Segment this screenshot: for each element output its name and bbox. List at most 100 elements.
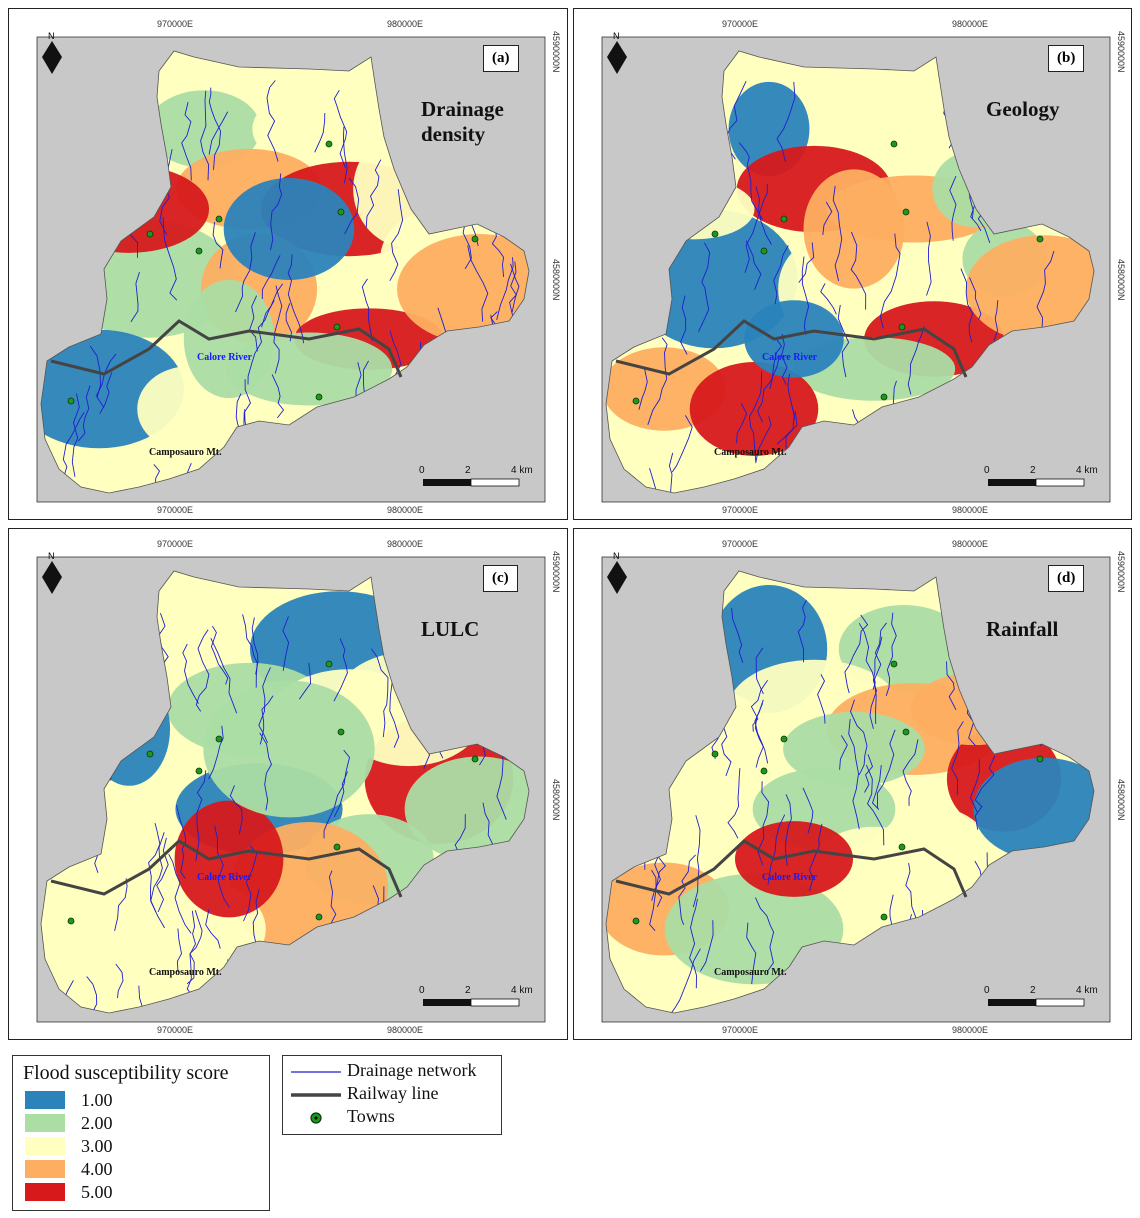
town-marker xyxy=(337,728,345,736)
drainage-stream xyxy=(114,878,128,932)
drainage-stream xyxy=(755,647,764,695)
susceptibility-zone-1 xyxy=(223,178,355,280)
susceptibility-zone-2 xyxy=(183,279,275,399)
drainage-stream xyxy=(692,815,701,908)
town-marker xyxy=(711,750,719,758)
town-marker xyxy=(333,843,341,851)
drainage-stream xyxy=(736,403,747,444)
legend-label-5: 5.00 xyxy=(81,1181,113,1202)
drainage-stream xyxy=(738,142,764,220)
map-frame xyxy=(601,556,1111,1023)
town-marker xyxy=(67,917,75,925)
drainage-stream xyxy=(850,699,868,775)
panel-title: Rainfall xyxy=(986,617,1059,641)
drainage-stream xyxy=(210,638,238,714)
scale-bar-light xyxy=(470,478,520,487)
y-coord-mid: 4580000N xyxy=(1116,259,1126,301)
scale-bar-light xyxy=(1035,998,1085,1007)
drainage-stream xyxy=(344,177,360,235)
town-marker xyxy=(146,230,154,238)
drainage-stream xyxy=(247,300,275,385)
town-marker xyxy=(632,397,640,405)
drainage-stream xyxy=(146,464,161,493)
map-canvas-a: N xyxy=(36,31,546,503)
town-marker xyxy=(1036,235,1044,243)
railway-line xyxy=(615,319,968,378)
drainage-stream xyxy=(902,739,919,806)
drainage-stream xyxy=(156,837,169,913)
drainage-stream xyxy=(333,638,348,702)
drainage-stream xyxy=(773,245,789,305)
drainage-stream xyxy=(365,159,382,228)
drainage-stream xyxy=(746,922,757,985)
map-panel-c: N 970000E 980000E 970000E 980000E 4590000N 458… xyxy=(8,528,568,1040)
drainage-stream xyxy=(801,256,810,335)
river-label: Calore River xyxy=(762,352,818,363)
town-marker xyxy=(898,323,906,331)
map-frame xyxy=(36,556,546,1023)
drainage-stream xyxy=(776,411,798,445)
town-marker xyxy=(632,917,640,925)
drainage-stream xyxy=(186,910,203,985)
drainage-stream xyxy=(261,255,281,300)
legend-label-2: 2.00 xyxy=(81,1112,113,1133)
drainage-stream xyxy=(333,89,348,168)
town-marker xyxy=(195,767,203,775)
legend-score-title: Flood susceptibility score xyxy=(23,1062,229,1084)
x-coord-left-bottom: 970000E xyxy=(157,1025,194,1035)
legend-towns-label: Towns xyxy=(347,1106,395,1126)
legend-swatch-3 xyxy=(25,1137,65,1155)
legend-item-1: 1.00 xyxy=(25,1090,113,1110)
town-marker xyxy=(325,660,333,668)
drainage-stream xyxy=(243,845,258,922)
map-panel-b: N 970000E 980000E 970000E 980000E 4590000N 458… xyxy=(573,8,1132,520)
map-canvas-d: N xyxy=(601,551,1111,1023)
x-coord-left: 970000E xyxy=(722,539,759,549)
legend-features-symbols xyxy=(291,1071,341,1124)
legend-railway-label: Railway line xyxy=(347,1083,439,1103)
drainage-stream xyxy=(858,622,876,690)
x-coord-left-bottom: 970000E xyxy=(722,1025,759,1035)
north-label: N xyxy=(613,551,620,561)
drainage-stream xyxy=(670,948,701,1013)
scale-two: 2 xyxy=(465,985,471,996)
drainage-stream xyxy=(205,909,221,949)
drainage-stream xyxy=(510,263,520,313)
drainage-stream xyxy=(287,254,304,344)
drainage-stream xyxy=(176,928,182,973)
drainage-stream xyxy=(638,367,648,410)
drainage-stream xyxy=(749,371,763,464)
drainage-stream xyxy=(837,304,850,378)
drainage-stream xyxy=(802,787,814,834)
drainage-stream xyxy=(71,393,80,477)
drainage-stream xyxy=(208,111,229,155)
drainage-stream xyxy=(200,90,210,181)
drainage-stream xyxy=(757,355,780,423)
drainage-stream xyxy=(809,823,823,892)
legend-label-1: 1.00 xyxy=(81,1089,113,1110)
panel-title: LULC xyxy=(421,617,480,641)
town-marker xyxy=(711,230,719,238)
legend-features: Drainage network Railway line Towns xyxy=(282,1055,502,1135)
legend-label-3: 3.00 xyxy=(81,1135,113,1156)
drainage-stream xyxy=(214,825,230,908)
drainage-stream xyxy=(208,725,224,780)
drainage-stream xyxy=(949,175,957,241)
drainage-stream xyxy=(865,765,885,846)
scale-bar-dark xyxy=(988,479,1036,486)
drainage-stream xyxy=(668,452,677,493)
drainage-stream xyxy=(343,126,348,184)
drainage-stream xyxy=(370,648,389,738)
town-marker xyxy=(315,913,323,921)
drainage-stream xyxy=(195,770,207,861)
x-coord-right-bottom: 980000E xyxy=(387,1025,424,1035)
drainage-stream xyxy=(678,854,696,925)
x-coord-left: 970000E xyxy=(157,19,194,29)
drainage-stream xyxy=(162,217,178,301)
town-marker xyxy=(898,843,906,851)
y-coord-mid: 4580000N xyxy=(551,779,561,821)
y-coord-mid: 4580000N xyxy=(1116,779,1126,821)
legend-item-2: 2.00 xyxy=(25,1113,113,1133)
drainage-stream xyxy=(649,468,668,493)
railway-line xyxy=(50,319,403,378)
